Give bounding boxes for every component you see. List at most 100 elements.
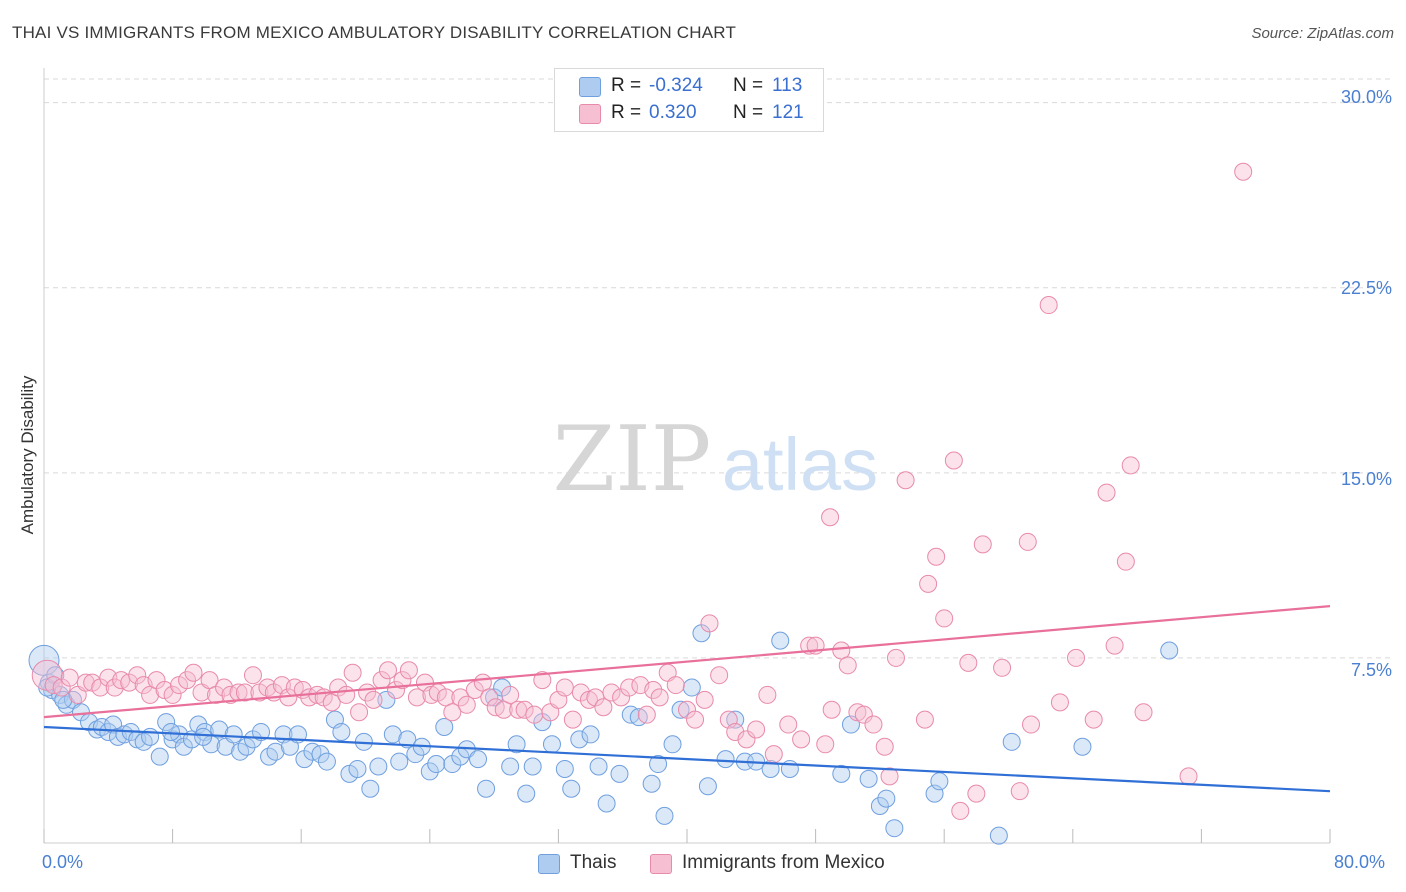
thais-trend-line — [43, 725, 1331, 793]
mexico-point — [875, 737, 894, 756]
mexico-point — [864, 715, 883, 734]
mexico-point — [919, 574, 938, 593]
mexico-point — [1121, 456, 1140, 475]
legend-r-value: 0.320 — [649, 102, 697, 123]
mexico-point — [686, 710, 705, 729]
legend-n-label: N = — [733, 75, 764, 96]
mexico-point — [1039, 296, 1058, 315]
thais-point — [570, 730, 589, 749]
thais-point — [317, 752, 336, 771]
legend-n-value: 121 — [772, 102, 804, 123]
legend-n-value: 113 — [772, 75, 803, 96]
thais-point — [761, 759, 780, 778]
mexico-point — [816, 735, 835, 754]
stats-legend: R = -0.324 N = 113 R = 0.320 N = 121 — [554, 68, 824, 132]
watermark-zip: ZIP — [553, 407, 712, 512]
legend-n-label: N = — [733, 102, 764, 123]
mexico-point — [764, 745, 783, 764]
mexico-point — [141, 685, 160, 704]
thais-point — [597, 794, 616, 813]
legend-r-value: -0.324 — [649, 75, 703, 96]
thais-point — [698, 777, 717, 796]
thais-point — [885, 819, 904, 838]
y-tick-15: 15.0% — [1340, 469, 1392, 489]
mexico-point — [215, 678, 234, 697]
thais-point — [610, 764, 629, 783]
thais-point — [930, 772, 949, 791]
thais-point — [237, 737, 256, 756]
thais-point — [523, 757, 542, 776]
thais-point — [477, 779, 496, 798]
mexico-point — [1067, 648, 1086, 667]
mexico-point — [880, 767, 899, 786]
mexico-point — [666, 676, 685, 695]
thais-swatch-icon — [538, 854, 560, 874]
y-tick-22-5: 22.5% — [1340, 278, 1392, 298]
mexico-point — [337, 685, 356, 704]
mexico-point — [525, 705, 544, 724]
mexico-point — [637, 705, 656, 724]
mexico-point — [1134, 703, 1153, 722]
y-tick-30: 30.0% — [1340, 87, 1392, 107]
mexico-point — [379, 661, 398, 680]
mexico-point — [1179, 767, 1198, 786]
gridlines — [44, 78, 1394, 659]
thais-point — [377, 690, 396, 709]
mexico-point — [407, 688, 426, 707]
legend-r-label: R = — [611, 102, 642, 123]
mexico-point — [178, 671, 197, 690]
mexico-swatch-icon — [650, 854, 672, 874]
mexico-point — [1010, 782, 1029, 801]
mexico-point — [533, 671, 552, 690]
mexico-point — [76, 673, 95, 692]
mexico-point — [838, 656, 857, 675]
thais-point — [311, 745, 330, 764]
thais-point — [266, 742, 285, 761]
mexico-point — [563, 710, 582, 729]
mexico-point — [973, 535, 992, 554]
mexico-point — [1116, 552, 1135, 571]
mexico-point — [243, 666, 262, 685]
x-tick-0: 0.0% — [42, 852, 84, 872]
mexico-point — [128, 666, 147, 685]
thais-point — [157, 713, 176, 732]
thais-point — [642, 774, 661, 793]
mexico-point — [700, 614, 719, 633]
thais-point — [581, 725, 600, 744]
mexico-point — [457, 695, 476, 714]
mexico-point — [944, 451, 963, 470]
thais-point — [369, 757, 388, 776]
thais-point — [332, 722, 351, 741]
mexico-point — [235, 683, 254, 702]
mexico-point — [322, 693, 341, 712]
thais-point — [427, 755, 446, 774]
mexico-point — [1018, 532, 1037, 551]
mexico-point — [443, 703, 462, 722]
mexico-point — [896, 471, 915, 490]
thais-point — [655, 806, 674, 825]
mexico-point — [436, 688, 455, 707]
mexico-point — [792, 730, 811, 749]
mexico-point — [105, 678, 124, 697]
thais-point — [671, 700, 690, 719]
thais-point — [507, 735, 526, 754]
thais-point — [989, 826, 1008, 845]
mexico-point — [927, 547, 946, 566]
mexico-point — [758, 685, 777, 704]
thais-point — [224, 725, 243, 744]
thais-point — [383, 725, 402, 744]
mexico-point — [602, 683, 621, 702]
mexico-point — [480, 688, 499, 707]
mexico-trend-line — [43, 605, 1331, 719]
bottom-legend-thais-label: Thais — [570, 852, 617, 873]
mexico-point — [451, 688, 470, 707]
mexico-point — [1084, 710, 1103, 729]
mexico-point — [695, 690, 714, 709]
legend-r-label: R = — [611, 75, 642, 96]
mexico-point — [959, 653, 978, 672]
mexico-point — [915, 710, 934, 729]
y-tick-7-5: 7.5% — [1350, 660, 1392, 680]
mexico-point — [747, 720, 766, 739]
mexico-point — [886, 648, 905, 667]
mexico-point — [1050, 693, 1069, 712]
